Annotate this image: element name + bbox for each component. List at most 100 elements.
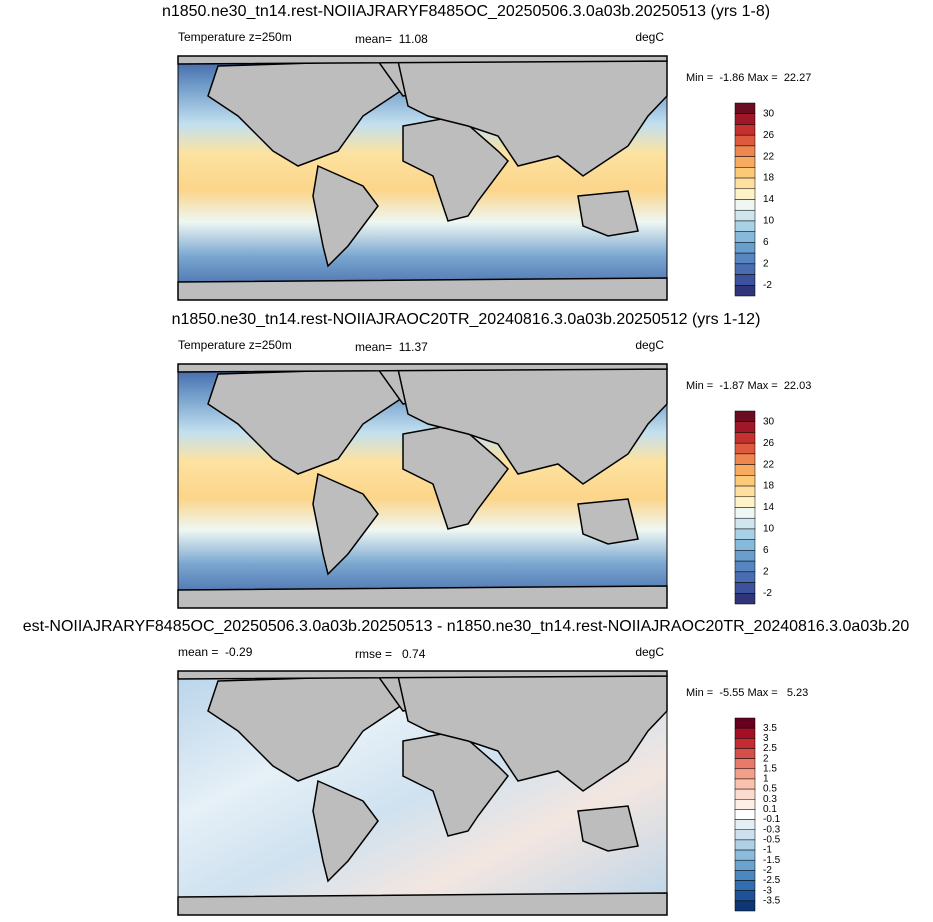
colorbar-box [734,839,756,851]
panel-title: n1850.ne30_tn14.rest-NOIIAJRAOC20TR_2024… [172,311,761,328]
colorbar-box [734,209,756,222]
colorbar-box [734,156,756,168]
colorbar-label: 0.5 [763,784,777,795]
colorbar-label: -0.1 [763,814,781,825]
colorbar-label: 0.1 [763,804,777,815]
colorbar-box [734,113,756,125]
colorbar-box [734,453,756,465]
colorbar-box [734,799,756,810]
colorbar-box [734,124,756,136]
left-label: mean = -0.29 [178,645,253,659]
right-label: degC [635,30,664,44]
colorbar-box [734,768,756,780]
colorbar-label: -3 [763,885,772,896]
colorbar-label: 6 [763,545,769,556]
colorbar-label: 1.5 [763,763,777,774]
colorbar-label: 2 [763,753,769,764]
colorbar-box [734,738,756,749]
min-max: Min = -5.55 Max = 5.23 [686,687,808,699]
colorbar-box [734,263,756,275]
map [177,55,668,301]
colorbar-label: 10 [763,524,775,535]
colorbar-label: 2.5 [763,743,777,754]
colorbar-box [734,134,756,147]
colorbar-label: -2 [763,280,772,291]
colorbar-label: 3 [763,733,769,744]
colorbar-box [734,778,756,790]
right-label: degC [635,338,664,352]
colorbar-label: 10 [763,216,775,227]
colorbar-label: 2 [763,258,769,269]
colorbar-box [734,870,756,881]
colorbar-box [734,717,756,729]
colorbar-box [734,485,756,498]
map-frame [177,363,668,609]
colorbar-label: 0.3 [763,794,777,805]
colorbar-box [734,496,756,508]
colorbar-box [734,475,756,487]
min-max: Min = -1.87 Max = 22.03 [686,380,811,392]
colorbar-label: -2.5 [763,875,781,886]
colorbar-label: 30 [763,416,775,427]
colorbar-box [734,890,756,902]
colorbar-label: 18 [763,173,775,184]
colorbar-box [734,849,756,861]
min-max: Min = -1.86 Max = 22.27 [686,72,811,84]
colorbar-box [734,517,756,530]
colorbar-label: -3.5 [763,895,781,906]
colorbar-box [734,900,756,912]
center-label: rmse = 0.74 [355,647,426,661]
colorbar-label: -0.3 [763,824,781,835]
colorbar-label: 2 [763,566,769,577]
colorbar-label: 22 [763,151,775,162]
colorbar-box [734,539,756,551]
colorbar-box [734,571,756,583]
colorbar-label: -0.5 [763,835,781,846]
colorbar-box [734,727,756,739]
panel-title: n1850.ne30_tn14.rest-NOIIAJRARYF8485OC_2… [162,3,770,20]
colorbar-box [734,758,756,770]
colorbar-box [734,102,756,114]
colorbar-box [734,819,756,830]
colorbar-box [734,145,756,157]
colorbar-box [734,274,756,286]
colorbar-box [734,550,756,562]
colorbar-box [734,560,756,573]
colorbar-label: 1 [763,774,769,785]
colorbar-label: 26 [763,438,775,449]
left-label: Temperature z=250m [178,30,292,44]
colorbar-label: 3.5 [763,723,777,734]
colorbar-box [734,809,756,820]
colorbar-box [734,507,756,519]
colorbar-box [734,252,756,265]
colorbar-box [734,410,756,422]
colorbar-box [734,199,756,211]
colorbar-box [734,220,756,232]
colorbar-label: -1 [763,845,772,856]
colorbar-label: 22 [763,459,775,470]
colorbar-box [734,528,756,540]
map-frame [177,55,668,301]
colorbar-box [734,188,756,200]
panel-title: est-NOIIAJRARYF8485OC_20250506.3.0a03b.2… [23,618,910,635]
colorbar-box [734,593,756,605]
colorbar-box [734,177,756,190]
colorbar-box [734,788,756,800]
colorbar-label: -1.5 [763,855,781,866]
colorbar-box [734,829,756,841]
colorbar-box [734,285,756,297]
colorbar-label: 14 [763,502,775,513]
colorbar-box [734,748,756,759]
left-label: Temperature z=250m [178,338,292,352]
map [177,363,668,609]
center-label: mean= 11.08 [355,32,428,46]
map [177,670,668,916]
map-frame [177,670,668,916]
colorbar-label: 26 [763,130,775,141]
colorbar-box [734,242,756,254]
colorbar-box [734,859,756,871]
colorbar-box [734,231,756,243]
colorbar-box [734,442,756,455]
